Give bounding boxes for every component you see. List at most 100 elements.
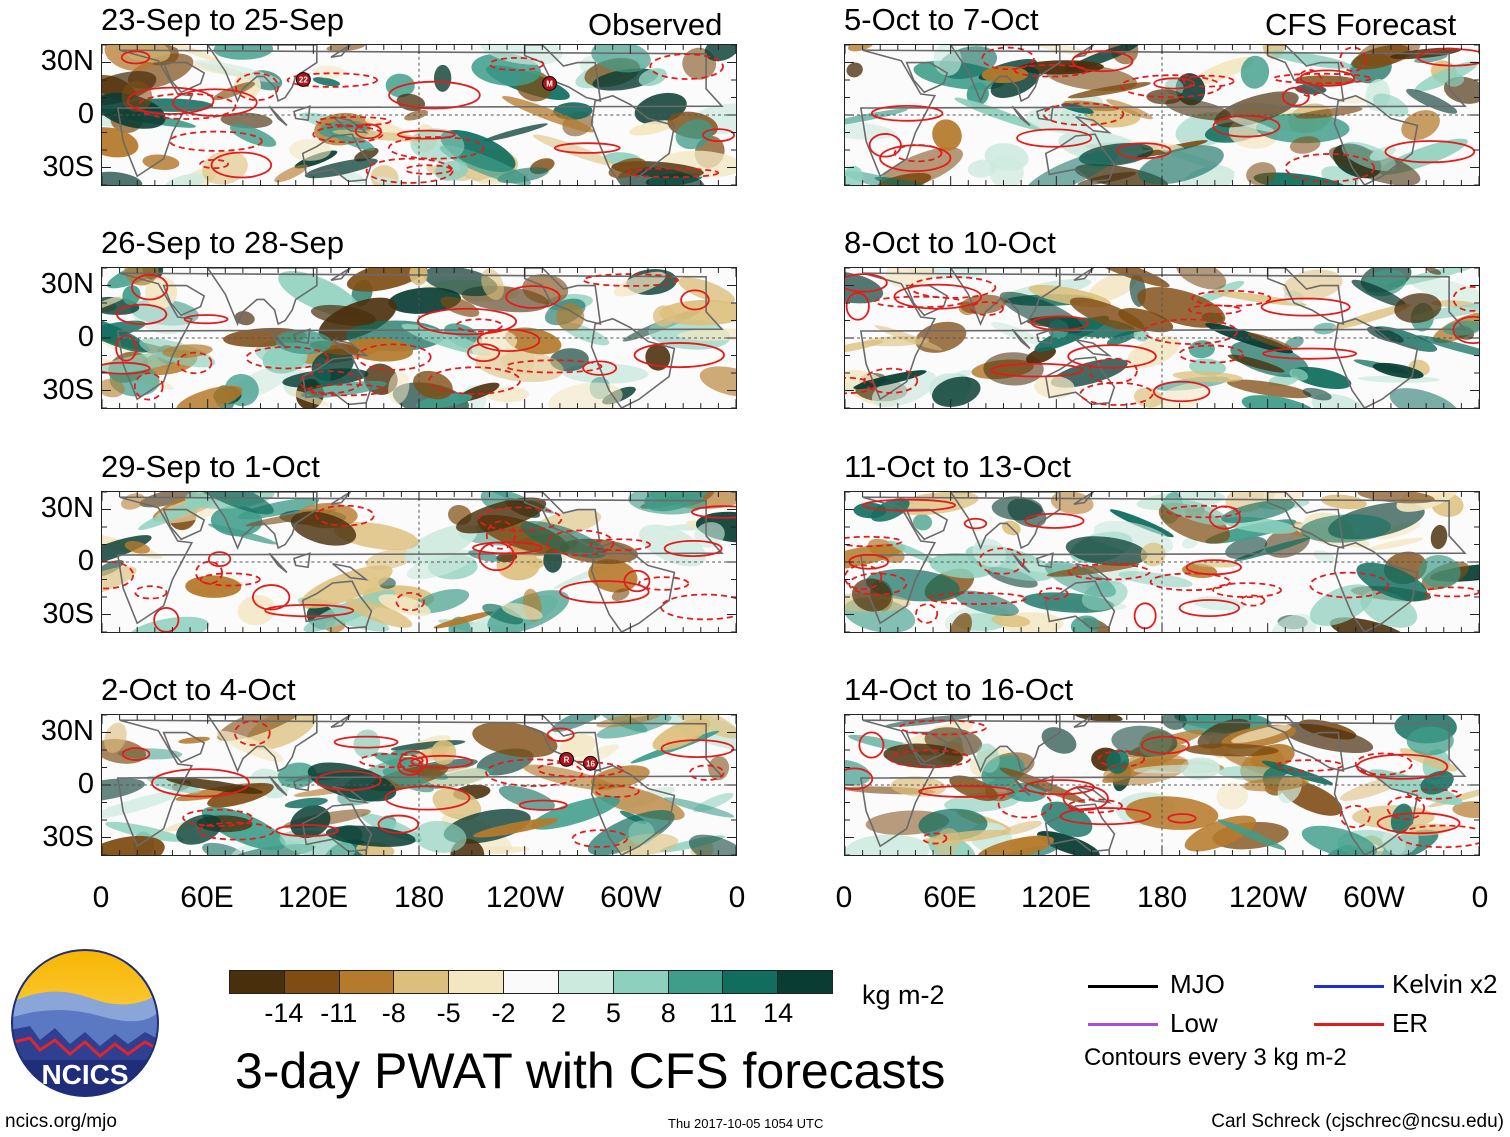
er-contour [377, 814, 420, 834]
pwat-anomaly-patch [104, 722, 127, 753]
er-contour [505, 285, 561, 309]
pwat-anomaly-patch [414, 820, 467, 853]
er-contour [488, 57, 545, 72]
pwat-anomaly-patch [851, 578, 892, 612]
er-contour [963, 517, 988, 530]
pwat-anomaly-patch [611, 588, 630, 601]
er-contour [102, 361, 151, 375]
er-contour [356, 343, 432, 371]
pwat-map: R 16 [102, 715, 736, 855]
pwat-anomaly-patch [1414, 61, 1478, 92]
pwat-anomaly-patch [932, 119, 962, 151]
pwat-anomaly-patch [1118, 308, 1174, 333]
er-contour [1309, 571, 1389, 599]
pwat-anomaly-patch [102, 559, 124, 577]
er-contour [333, 735, 399, 749]
er-contour [195, 560, 224, 585]
er-contour [485, 520, 516, 550]
pwat-anomaly-patch [1289, 368, 1309, 381]
pwat-anomaly-patch [1007, 498, 1047, 528]
pwat-anomaly-patch [121, 493, 145, 510]
continent-outline [330, 268, 351, 282]
latitude-label: 0 [77, 545, 94, 577]
latitude-label: 30N [40, 267, 94, 300]
pwat-anomaly-patch [1050, 492, 1094, 515]
er-contour [455, 318, 503, 333]
continent-outline [293, 552, 311, 569]
continent-outline [859, 496, 1467, 625]
pwat-anomaly-patch [1065, 536, 1148, 566]
er-contour [1424, 586, 1479, 598]
pwat-anomaly-patch [415, 393, 473, 408]
pwat-anomaly-patch [1025, 107, 1093, 134]
longitude-label: 120W [485, 881, 565, 914]
pwat-anomaly-patch [1184, 743, 1279, 757]
er-contour [845, 535, 903, 548]
er-contour [234, 72, 280, 102]
er-contour [1185, 559, 1242, 576]
pwat-anomaly-patch [638, 68, 667, 87]
er-contour [970, 301, 1004, 316]
pwat-anomaly-patch [887, 540, 938, 564]
er-contour [845, 292, 870, 321]
map-panel: R 16 [101, 714, 737, 856]
continent-outline [859, 719, 1467, 848]
continent-outline [268, 775, 288, 797]
er-contour [116, 303, 168, 325]
er-contour [582, 360, 618, 376]
pwat-anomaly-patch [1341, 141, 1397, 171]
pwat-anomaly-patch [592, 68, 659, 91]
er-contour [595, 785, 640, 798]
er-contour [485, 758, 584, 787]
pwat-anomaly-patch [1228, 116, 1275, 133]
colorbar-units: kg m-2 [862, 980, 945, 1010]
er-contour [275, 824, 339, 837]
colorbar-swatch [449, 971, 505, 993]
pwat-anomaly-patch [1401, 110, 1440, 141]
pwat-anomaly-patch [365, 118, 410, 137]
panel-date-range: 29-Sep to 1-Oct [101, 449, 320, 484]
er-contour [245, 346, 329, 370]
er-contour [893, 144, 943, 163]
er-contour [518, 799, 568, 811]
er-contour [410, 754, 474, 769]
pwat-anomaly-patch [551, 715, 608, 733]
continent-outline [301, 803, 373, 853]
pwat-anomaly-patch [346, 268, 428, 292]
er-contour [1339, 46, 1367, 73]
er-contour [1024, 779, 1096, 796]
map-panel [844, 714, 1480, 856]
er-contour [210, 151, 273, 179]
pwat-anomaly-patch [1261, 760, 1333, 785]
latitude-label: 30S [42, 598, 94, 631]
pwat-anomaly-patch [165, 173, 207, 185]
er-contour [680, 289, 710, 311]
pwat-anomaly-patch [688, 834, 736, 855]
er-contour [638, 576, 690, 591]
pwat-anomaly-patch [102, 778, 145, 803]
continent-outline [905, 731, 949, 764]
er-contour [1014, 64, 1088, 78]
pwat-anomaly-patch [146, 45, 223, 64]
er-contour [1397, 824, 1479, 849]
continent-outline [332, 563, 369, 581]
er-contour [1152, 380, 1211, 403]
footer-url: ncics.org/mjo [5, 1111, 117, 1132]
er-contour [1212, 582, 1282, 598]
pwat-anomaly-patch [1241, 777, 1309, 792]
pwat-anomaly-patch [505, 327, 562, 355]
er-contour [1262, 347, 1358, 360]
pwat-anomaly-patch [1271, 614, 1317, 632]
er-contour [1274, 759, 1344, 772]
longitude-label: 120W [1228, 881, 1308, 914]
er-contour [315, 504, 375, 527]
er-contour [571, 829, 628, 848]
continent-outline [116, 49, 724, 178]
panel-date-range: 14-Oct to 16-Oct [844, 672, 1074, 707]
pwat-anomaly-patch [1138, 145, 1224, 185]
pwat-anomaly-patch [1268, 50, 1353, 69]
map-panels: 22 M 23-Sep to 25-Sep 30N 0 30S 26-Sep to 28-S… [40, 4, 1489, 914]
pwat-anomaly-patch [1313, 322, 1337, 335]
continent-outline [162, 731, 206, 764]
er-contour [1140, 735, 1190, 755]
